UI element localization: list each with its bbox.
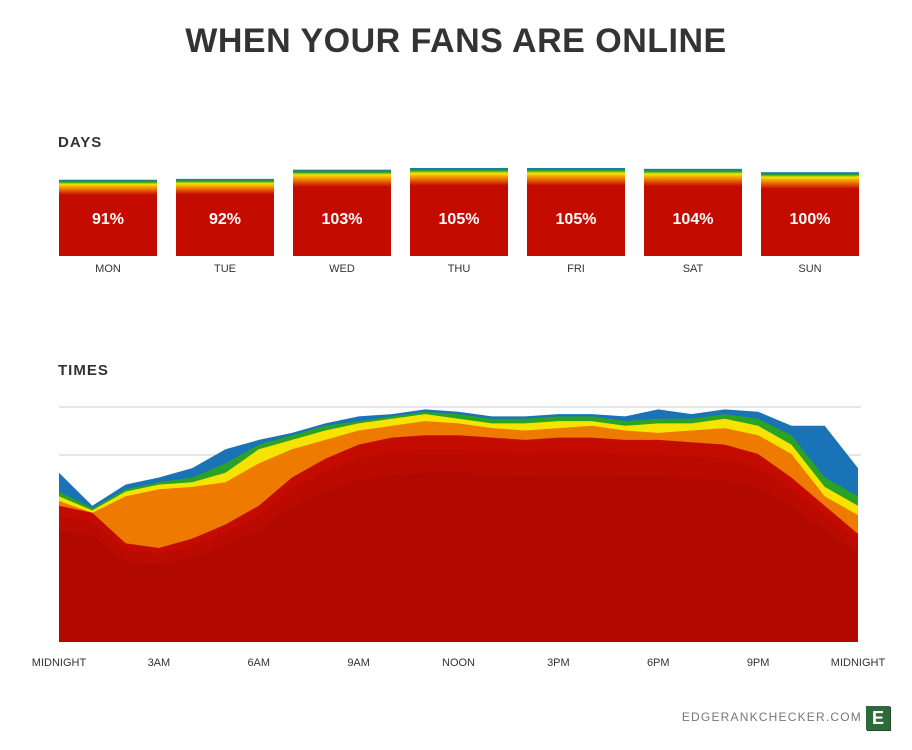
day-bar-mon <box>59 179 157 256</box>
times-chart: MIDNIGHT 3AM 6AM 9AM NOON 3PM 6PM 9PM MIDNIGHT <box>32 406 886 669</box>
time-axis-label: NOON <box>442 657 475 669</box>
day-axis-label: SUN <box>798 263 821 275</box>
day-axis-label: THU <box>448 263 471 275</box>
day-axis-label: FRI <box>567 263 585 275</box>
time-axis-label: MIDNIGHT <box>32 657 87 669</box>
days-chart: 91% MON 92% TUE 103% WED 105% THU 105% FRI 104% SAT… <box>59 168 859 275</box>
day-value-label: 104% <box>673 211 714 228</box>
day-value-label: 103% <box>322 211 363 228</box>
day-value-label: 91% <box>92 211 124 228</box>
time-axis-label: 3PM <box>547 657 570 669</box>
time-axis-label: MIDNIGHT <box>831 657 886 669</box>
day-value-label: 105% <box>556 211 597 228</box>
day-axis-label: TUE <box>214 263 236 275</box>
time-axis-label: 9AM <box>347 657 370 669</box>
day-bar-fri <box>527 168 625 256</box>
day-axis-label: SAT <box>683 263 704 275</box>
times-section-label: TIMES <box>58 362 109 379</box>
day-bar-sat <box>644 168 742 256</box>
time-axis-label: 6PM <box>647 657 670 669</box>
edgerank-logo: E <box>866 706 890 730</box>
time-axis-label: 3AM <box>148 657 171 669</box>
day-bar-sun <box>761 172 859 256</box>
day-value-label: 100% <box>790 211 831 228</box>
time-axis-label: 6AM <box>247 657 270 669</box>
day-axis-label: MON <box>95 263 121 275</box>
day-bar-tue <box>176 178 274 256</box>
area-shading-band <box>59 472 858 642</box>
day-axis-label: WED <box>329 263 355 275</box>
footer-site-link[interactable]: EDGERANKCHECKER.COM <box>681 710 862 724</box>
day-bar-thu <box>410 168 508 256</box>
day-value-label: 105% <box>439 211 480 228</box>
days-section-label: DAYS <box>58 134 103 151</box>
day-bar-wed <box>293 169 391 256</box>
page-title: WHEN YOUR FANS ARE ONLINE <box>185 22 727 60</box>
time-axis-label: 9PM <box>747 657 770 669</box>
day-value-label: 92% <box>209 211 241 228</box>
